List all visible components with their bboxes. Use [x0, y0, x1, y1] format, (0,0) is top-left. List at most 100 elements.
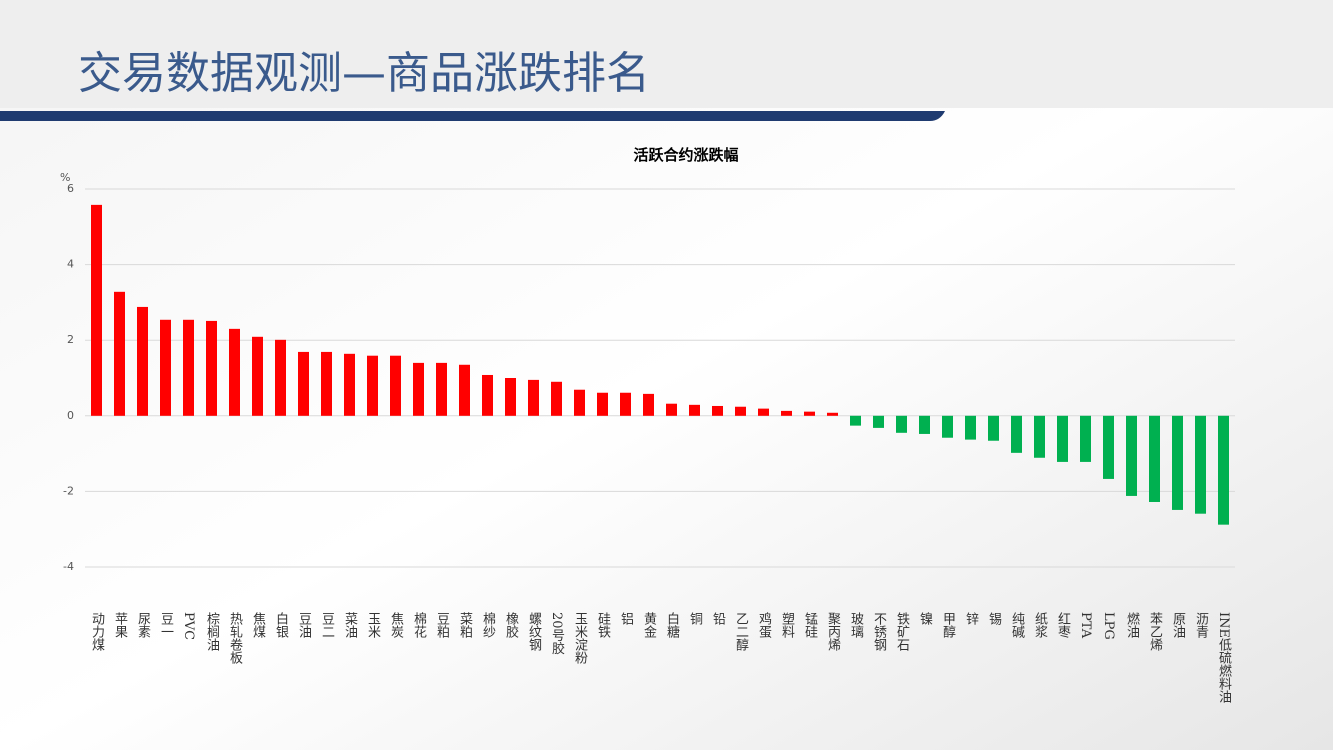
bar	[1195, 415, 1206, 514]
bar	[758, 408, 769, 416]
bar	[965, 415, 976, 440]
bar	[1011, 415, 1022, 453]
bar	[827, 412, 838, 416]
x-tick-label: 玻璃	[848, 612, 864, 638]
x-tick-label: INE低硫燃料油	[1216, 612, 1232, 703]
x-tick-label: 镍	[917, 612, 933, 625]
x-tick-label: 铜	[687, 612, 703, 625]
x-tick-label: 聚丙烯	[825, 612, 841, 651]
x-tick-label: 锡	[986, 612, 1002, 625]
bar	[206, 320, 217, 416]
bar	[1126, 415, 1137, 496]
x-tick-label: 沥青	[1193, 612, 1209, 638]
x-tick-label: 甲醇	[940, 612, 956, 638]
page-title: 交易数据观测—商品涨跌排名	[78, 48, 650, 99]
y-tick-label: 6	[67, 182, 74, 195]
y-tick-label: -4	[63, 560, 74, 573]
bar	[91, 204, 102, 416]
y-tick-label: -2	[63, 484, 74, 497]
bar	[252, 336, 263, 416]
bar	[643, 393, 654, 416]
x-tick-label: 苯乙烯	[1147, 612, 1163, 651]
x-tick-label: 黄金	[641, 612, 657, 638]
bar	[183, 319, 194, 416]
bar	[505, 378, 516, 416]
bar	[1080, 415, 1091, 462]
x-tick-label: 铁矿石	[894, 612, 910, 651]
x-tick-label: 尿素	[135, 612, 151, 638]
bar	[298, 351, 309, 416]
x-tick-label: 铅	[710, 612, 726, 625]
x-tick-label: 苹果	[112, 612, 128, 638]
bar	[459, 364, 470, 416]
bar	[1103, 415, 1114, 479]
y-tick-label: 0	[67, 409, 74, 422]
x-tick-label: 原油	[1170, 612, 1186, 638]
x-tick-label: 硅铁	[595, 612, 611, 638]
bar	[1149, 415, 1160, 502]
x-tick-label: 玉米	[365, 612, 381, 638]
x-tick-label: 棉纱	[480, 612, 496, 638]
x-tick-label: 菜粕	[457, 612, 473, 638]
x-tick-label: PTA	[1078, 612, 1093, 639]
bar	[344, 353, 355, 416]
x-tick-label: 玉米淀粉	[572, 612, 588, 664]
bar	[735, 406, 746, 416]
bar	[321, 351, 332, 416]
banner-line	[0, 111, 945, 121]
x-tick-label: 热轧卷板	[227, 612, 243, 665]
x-tick-label: 纯碱	[1009, 612, 1025, 638]
bar	[1034, 415, 1045, 458]
bar	[988, 415, 999, 441]
bar	[1057, 415, 1068, 462]
bar	[436, 362, 447, 416]
y-axis-label: %	[60, 171, 70, 184]
x-tick-label: 焦煤	[250, 612, 266, 638]
x-tick-label: 锌	[963, 612, 979, 625]
bar	[850, 415, 861, 426]
x-tick-label: 豆油	[296, 612, 312, 638]
x-tick-label: 燃油	[1124, 611, 1140, 638]
bar	[1218, 415, 1229, 525]
bar	[1172, 415, 1183, 510]
x-tick-label: 红枣	[1055, 611, 1071, 638]
x-tick-label: 20号胶	[549, 612, 565, 656]
x-tick-label: 锰硅	[802, 612, 818, 638]
bar	[689, 404, 700, 416]
x-tick-label: 不锈钢	[871, 612, 887, 652]
x-tick-label: 螺纹钢	[526, 612, 542, 652]
bar	[781, 410, 792, 416]
x-tick-label: 焦炭	[388, 612, 404, 639]
x-tick-label: 棉花	[411, 612, 427, 639]
bar	[620, 392, 631, 416]
x-tick-label: PVC	[181, 612, 196, 640]
x-tick-label: 白糖	[664, 611, 680, 639]
x-tick-label: 乙二醇	[733, 612, 749, 651]
bar	[482, 374, 493, 416]
x-tick-label: 菜油	[342, 612, 358, 638]
bar	[114, 291, 125, 416]
x-tick-label: 动力煤	[89, 612, 105, 651]
bar	[597, 392, 608, 416]
x-tick-label: 塑料	[779, 612, 795, 638]
x-tick-label: 纸浆	[1032, 612, 1048, 638]
bar	[873, 415, 884, 428]
x-tick-label: 豆一	[158, 612, 174, 638]
x-tick-label: LPG	[1101, 612, 1116, 640]
bar	[712, 405, 723, 416]
x-tick-label: 豆二	[319, 612, 335, 638]
bar	[896, 415, 907, 433]
x-tick-label: 豆粕	[434, 612, 450, 638]
x-tick-label: 铝	[618, 612, 634, 625]
bar	[413, 362, 424, 416]
bar	[666, 403, 677, 416]
bar	[574, 389, 585, 416]
bar	[528, 379, 539, 416]
y-tick-label: 4	[67, 258, 74, 271]
y-tick-label: 2	[67, 333, 74, 346]
header-band	[0, 0, 1333, 108]
chart-title: 活跃合约涨跌幅	[633, 146, 738, 164]
bar	[390, 355, 401, 416]
bar	[160, 319, 171, 416]
